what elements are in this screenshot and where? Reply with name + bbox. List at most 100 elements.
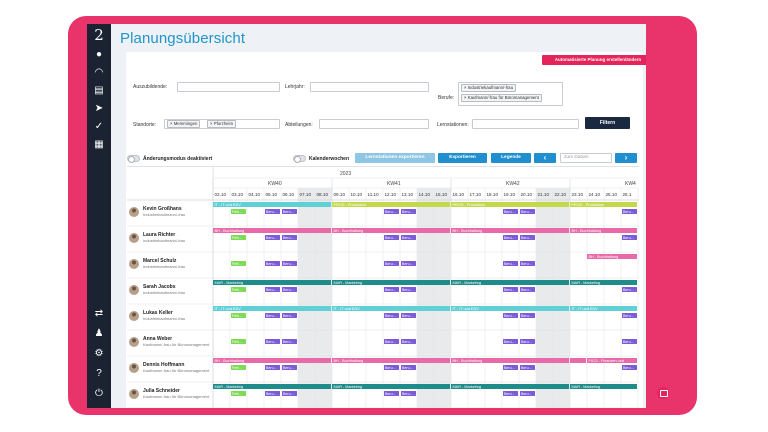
- schedule-tag[interactable]: [520, 261, 535, 266]
- station-bar[interactable]: [451, 306, 569, 311]
- schedule-tag[interactable]: [282, 391, 297, 396]
- schedule-tag[interactable]: [503, 313, 518, 318]
- schedule-tag[interactable]: [503, 235, 518, 240]
- schedule-tag[interactable]: [401, 391, 416, 396]
- station-bar[interactable]: [587, 358, 637, 363]
- schedule-tag[interactable]: [231, 209, 246, 214]
- schedule-tag[interactable]: [622, 313, 637, 318]
- calendar-icon[interactable]: ▦: [94, 139, 104, 150]
- schedule-tag[interactable]: [265, 391, 280, 396]
- schedule-tag[interactable]: [384, 313, 399, 318]
- schedule-tag[interactable]: [520, 339, 535, 344]
- person-name[interactable]: Laura Richter: [143, 232, 175, 238]
- station-bar[interactable]: [570, 228, 637, 233]
- station-bar[interactable]: [570, 202, 637, 207]
- person-name[interactable]: Anna Weber: [143, 336, 172, 342]
- person-name[interactable]: Julia Schneider: [143, 388, 180, 394]
- station-bar[interactable]: [570, 384, 637, 389]
- schedule-tag[interactable]: [231, 339, 246, 344]
- schedule-tag[interactable]: [622, 365, 637, 370]
- schedule-tag[interactable]: [231, 365, 246, 370]
- users-icon[interactable]: ♟: [94, 328, 104, 339]
- schedule-tag[interactable]: [384, 261, 399, 266]
- schedule-tag[interactable]: [384, 235, 399, 240]
- schedule-tag[interactable]: [401, 339, 416, 344]
- schedule-tag[interactable]: [622, 235, 637, 240]
- date-input[interactable]: zum Datum: [560, 153, 612, 163]
- schedule-tag[interactable]: [265, 235, 280, 240]
- prev-button[interactable]: ‹: [534, 153, 556, 163]
- station-bar[interactable]: [451, 202, 569, 207]
- schedule-tag[interactable]: [384, 365, 399, 370]
- schedule-tag[interactable]: [384, 391, 399, 396]
- station-bar[interactable]: [451, 358, 569, 363]
- schedule-tag[interactable]: [401, 261, 416, 266]
- station-bar[interactable]: [451, 384, 569, 389]
- schedule-tag[interactable]: [265, 365, 280, 370]
- schedule-tag[interactable]: [503, 339, 518, 344]
- year-input[interactable]: [310, 82, 429, 92]
- export-button[interactable]: Exportieren: [438, 153, 487, 163]
- station-bar[interactable]: [213, 306, 331, 311]
- station-bar[interactable]: [332, 306, 450, 311]
- legend-button[interactable]: Legende: [491, 153, 531, 163]
- chat-help-button[interactable]: [657, 387, 669, 399]
- help-icon[interactable]: ?: [96, 368, 102, 379]
- settings-icon[interactable]: ⚙: [94, 348, 104, 359]
- schedule-tag[interactable]: [282, 261, 297, 266]
- schedule-tag[interactable]: [520, 287, 535, 292]
- logout-icon[interactable]: ⏻: [95, 388, 103, 399]
- user-icon[interactable]: ●: [95, 49, 103, 60]
- schedule-tag[interactable]: [282, 313, 297, 318]
- swap-icon[interactable]: ⇄: [94, 308, 104, 319]
- schedule-tag[interactable]: [231, 235, 246, 240]
- location-chip[interactable]: × Pforzheim: [207, 120, 237, 128]
- schedule-tag[interactable]: [231, 287, 246, 292]
- person-name[interactable]: Marcel Schulz: [143, 258, 177, 264]
- export-stations-button[interactable]: Lernstationen exportieren: [355, 153, 435, 163]
- station-bar[interactable]: [570, 306, 637, 311]
- schedule-tag[interactable]: [401, 365, 416, 370]
- schedule-tag[interactable]: [265, 287, 280, 292]
- station-bar[interactable]: [213, 280, 331, 285]
- schedule-tag[interactable]: [622, 339, 637, 344]
- schedule-tag[interactable]: [622, 209, 637, 214]
- schedule-tag[interactable]: [503, 209, 518, 214]
- person-name[interactable]: Dennis Hoffmann: [143, 362, 184, 368]
- station-bar[interactable]: [570, 358, 586, 363]
- schedule-tag[interactable]: [520, 209, 535, 214]
- schedule-tag[interactable]: [282, 209, 297, 214]
- station-bar[interactable]: [213, 358, 331, 363]
- schedule-tag[interactable]: [503, 261, 518, 266]
- location-chip[interactable]: × Memmingen: [167, 120, 201, 128]
- schedule-tag[interactable]: [401, 313, 416, 318]
- schedule-tag[interactable]: [231, 391, 246, 396]
- person-name[interactable]: Kevin Großhans: [143, 206, 182, 212]
- station-bar[interactable]: [213, 384, 331, 389]
- station-bar[interactable]: [213, 202, 331, 207]
- schedule-tag[interactable]: [265, 209, 280, 214]
- station-bar[interactable]: [332, 358, 450, 363]
- trainee-input[interactable]: [177, 82, 280, 92]
- schedule-tag[interactable]: [401, 287, 416, 292]
- station-bar[interactable]: [332, 384, 450, 389]
- department-input[interactable]: [319, 119, 429, 129]
- filter-button[interactable]: Filtern: [585, 117, 630, 129]
- schedule-tag[interactable]: [520, 365, 535, 370]
- schedule-tag[interactable]: [265, 313, 280, 318]
- change-mode-toggle[interactable]: [127, 155, 140, 163]
- station-bar[interactable]: [451, 280, 569, 285]
- clipboard-icon[interactable]: ▤: [94, 85, 104, 96]
- auto-plan-button[interactable]: Automatisierte Planung erstellen/ändern: [542, 55, 646, 65]
- schedule-tag[interactable]: [282, 287, 297, 292]
- schedule-tag[interactable]: [520, 391, 535, 396]
- calendar-weeks-toggle[interactable]: [293, 155, 306, 163]
- schedule-tag[interactable]: [384, 339, 399, 344]
- station-bar[interactable]: [570, 280, 637, 285]
- send-icon[interactable]: ➤: [94, 103, 104, 114]
- schedule-tag[interactable]: [282, 339, 297, 344]
- schedule-tag[interactable]: [384, 209, 399, 214]
- schedule-tag[interactable]: [520, 235, 535, 240]
- schedule-tag[interactable]: [384, 287, 399, 292]
- station-input[interactable]: [472, 119, 579, 129]
